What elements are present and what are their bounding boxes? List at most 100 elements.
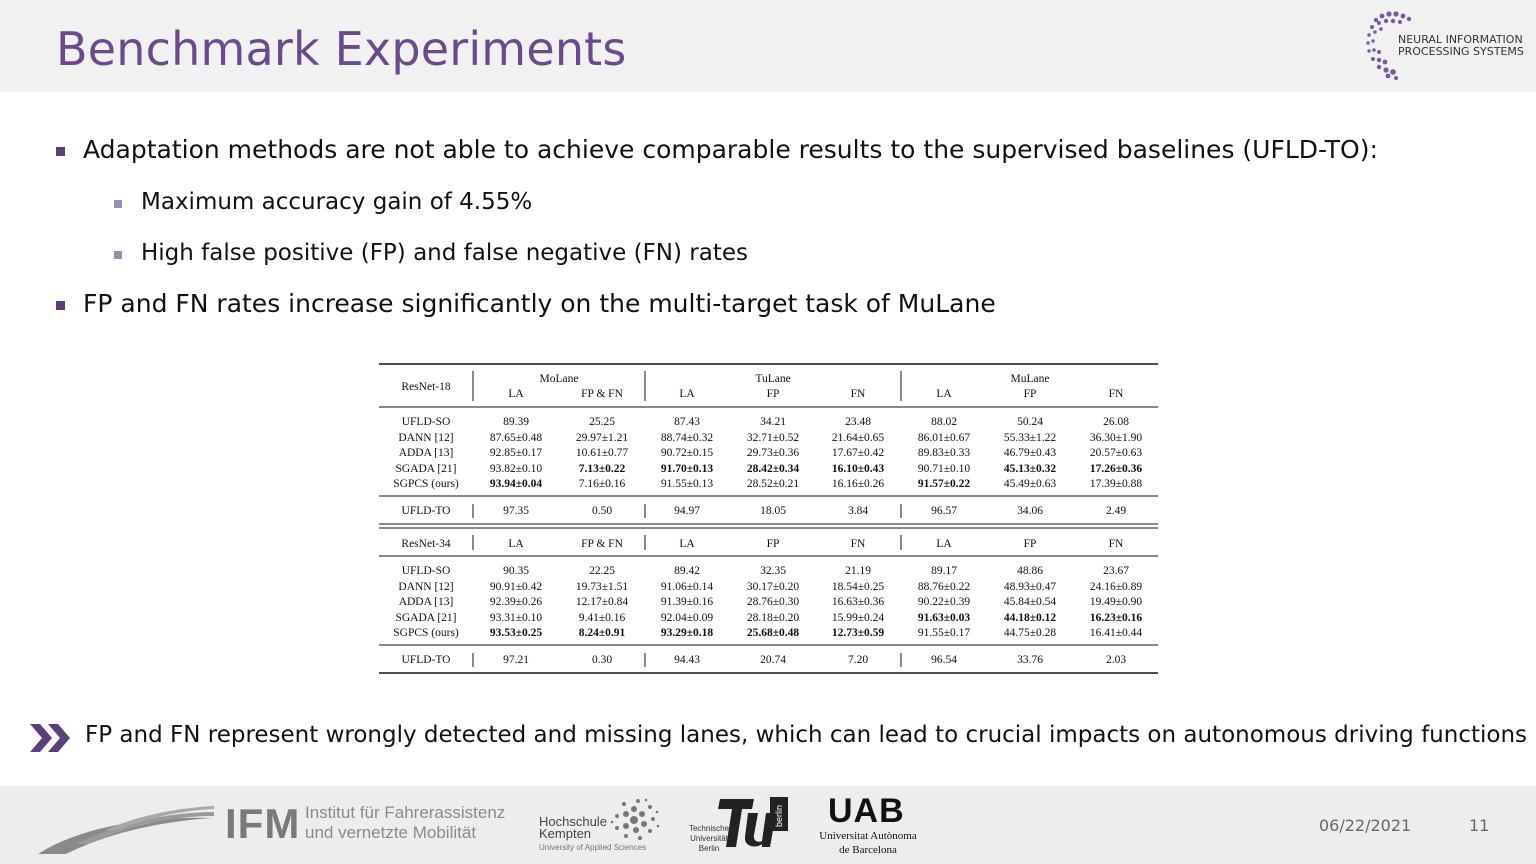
table-cell: 18.54±0.25 (831, 580, 885, 593)
sub-bullet-item: High false positive (FP) and false negat… (141, 240, 748, 266)
table-cell: 90.71±0.10 (917, 462, 971, 475)
table-cell: 91.55±0.13 (660, 478, 714, 490)
table-cell: 93.29±0.18 (660, 627, 714, 639)
table-cell: 48.93±0.47 (1003, 580, 1057, 593)
method-name: SGADA [21] (395, 462, 457, 475)
method-name: DANN [12] (398, 431, 454, 444)
table-cell: 44.75±0.28 (1003, 627, 1057, 639)
table-cell: 25.68±0.48 (746, 627, 800, 639)
table-cell: 7.13±0.22 (578, 462, 626, 475)
method-name: ADDA [13] (398, 447, 454, 459)
method-name: UFLD-TO (401, 505, 451, 517)
table-cell: 20.74 (760, 654, 786, 666)
table-cell: 90.22±0.39 (917, 596, 971, 608)
table-cell: 92.39±0.26 (489, 596, 543, 608)
column-header: FP (1023, 388, 1037, 400)
table-cell: 17.26±0.36 (1089, 462, 1143, 475)
table-cell: 45.84±0.54 (1003, 596, 1057, 608)
column-header: LA (936, 538, 952, 550)
svg-text:berlin: berlin (774, 805, 784, 827)
column-header: FP (766, 388, 780, 400)
table-cell: 91.39±0.16 (660, 596, 714, 608)
table-cell: 93.53±0.25 (489, 627, 543, 639)
sub-bullet-item: Maximum accuracy gain of 4.55% (141, 189, 533, 215)
column-header: LA (679, 388, 695, 400)
hochschule-logo-subtext: University of Applied Sciences (539, 843, 647, 852)
column-header: FN (1108, 388, 1124, 400)
table-cell: 7.16±0.16 (578, 478, 626, 490)
sub-bullet-marker (114, 200, 122, 208)
table-cell: 91.57±0.22 (917, 478, 971, 490)
bullet-item: FP and FN rates increase significantly o… (83, 289, 996, 318)
column-header: FN (1108, 538, 1124, 550)
key-takeaway: FP and FN represent wrongly detected and… (30, 720, 1527, 756)
dataset-group-header: TuLane (755, 373, 791, 385)
column-header: FP & FN (581, 388, 623, 400)
table-cell: 87.43 (674, 416, 700, 428)
table-cell: 89.17 (931, 565, 957, 577)
table-cell: 22.25 (589, 565, 615, 577)
table-cell: 45.13±0.32 (1003, 462, 1057, 475)
ifm-swoosh-icon (38, 806, 214, 854)
neurips-logo-text: NEURAL INFORMATION PROCESSING SYSTEMS (1398, 33, 1524, 58)
table-cell: 50.24 (1017, 416, 1043, 428)
hochschule-dots-icon (610, 798, 660, 840)
table-cell: 16.16±0.26 (831, 478, 885, 490)
dataset-group-header: MoLane (539, 373, 579, 385)
table-cell: 19.49±0.90 (1089, 596, 1143, 608)
benchmark-table: ResNet-18 MoLane TuLane MuLane LA FP & FN LA FP… (379, 363, 1159, 675)
table-cell: 24.16±0.89 (1089, 580, 1143, 593)
method-name: SGPCS (ours) (393, 627, 459, 639)
hochschule-logo-text: Hochschule Kempten (539, 814, 607, 841)
column-header: LA (936, 388, 952, 400)
slide-footer: IFM Institut für Fahrerassistenz und ver… (0, 786, 1536, 864)
table-cell: 16.41±0.44 (1089, 627, 1143, 639)
table-cell: 89.39 (503, 416, 529, 428)
table-cell: 12.17±0.84 (575, 596, 629, 608)
table-cell: 2.03 (1105, 654, 1127, 666)
method-name: ADDA [13] (398, 596, 454, 608)
table-cell: 91.63±0.03 (917, 611, 971, 624)
slide-title: Benchmark Experiments (56, 22, 627, 76)
table-cell: 93.31±0.10 (489, 611, 543, 624)
table-cell: 88.02 (931, 416, 957, 428)
table-cell: 2.49 (1105, 505, 1127, 517)
backbone-label: ResNet-34 (401, 538, 451, 550)
bullet-marker (56, 301, 65, 310)
column-header: LA (679, 538, 695, 550)
table-cell: 55.33±1.22 (1003, 431, 1057, 444)
sub-bullet-marker (114, 251, 122, 259)
table-cell: 91.55±0.17 (917, 627, 971, 639)
table-cell: 28.42±0.34 (746, 462, 800, 475)
table-cell: 46.79±0.43 (1003, 447, 1057, 459)
table-cell: 17.39±0.88 (1089, 478, 1143, 490)
table-cell: 90.91±0.42 (489, 580, 543, 593)
table-cell: 21.64±0.65 (831, 431, 885, 444)
table-cell: 25.25 (589, 416, 615, 428)
table-cell: 18.05 (760, 505, 786, 517)
table-cell: 20.57±0.63 (1089, 447, 1143, 459)
uab-logo-text: Universitat Autònoma de Barcelona (819, 830, 917, 856)
table-cell: 45.49±0.63 (1003, 478, 1057, 490)
table-cell: 90.72±0.15 (660, 447, 714, 459)
table-cell: 28.52±0.21 (746, 478, 800, 490)
table-cell: 0.50 (591, 505, 613, 517)
column-header: LA (508, 538, 524, 550)
table-cell: 21.19 (845, 565, 871, 577)
bullet-marker (56, 147, 65, 156)
table-cell: 32.35 (760, 565, 786, 577)
backbone-label: ResNet-18 (401, 381, 451, 393)
table-cell: 89.83±0.33 (917, 447, 971, 459)
table-cell: 9.41±0.16 (578, 611, 626, 624)
table-cell: 34.21 (760, 416, 786, 428)
table-cell: 33.76 (1017, 654, 1043, 666)
table-cell: 92.85±0.17 (489, 447, 543, 459)
table-cell: 96.57 (931, 505, 957, 517)
table-cell: 88.76±0.22 (917, 580, 971, 593)
uab-logo: UAB (828, 792, 905, 830)
table-cell: 90.35 (503, 565, 529, 577)
table-cell: 8.24±0.91 (578, 627, 626, 639)
column-header: FP (1023, 538, 1037, 550)
method-name: SGADA [21] (395, 611, 457, 624)
page-number: 11 (1469, 816, 1490, 835)
